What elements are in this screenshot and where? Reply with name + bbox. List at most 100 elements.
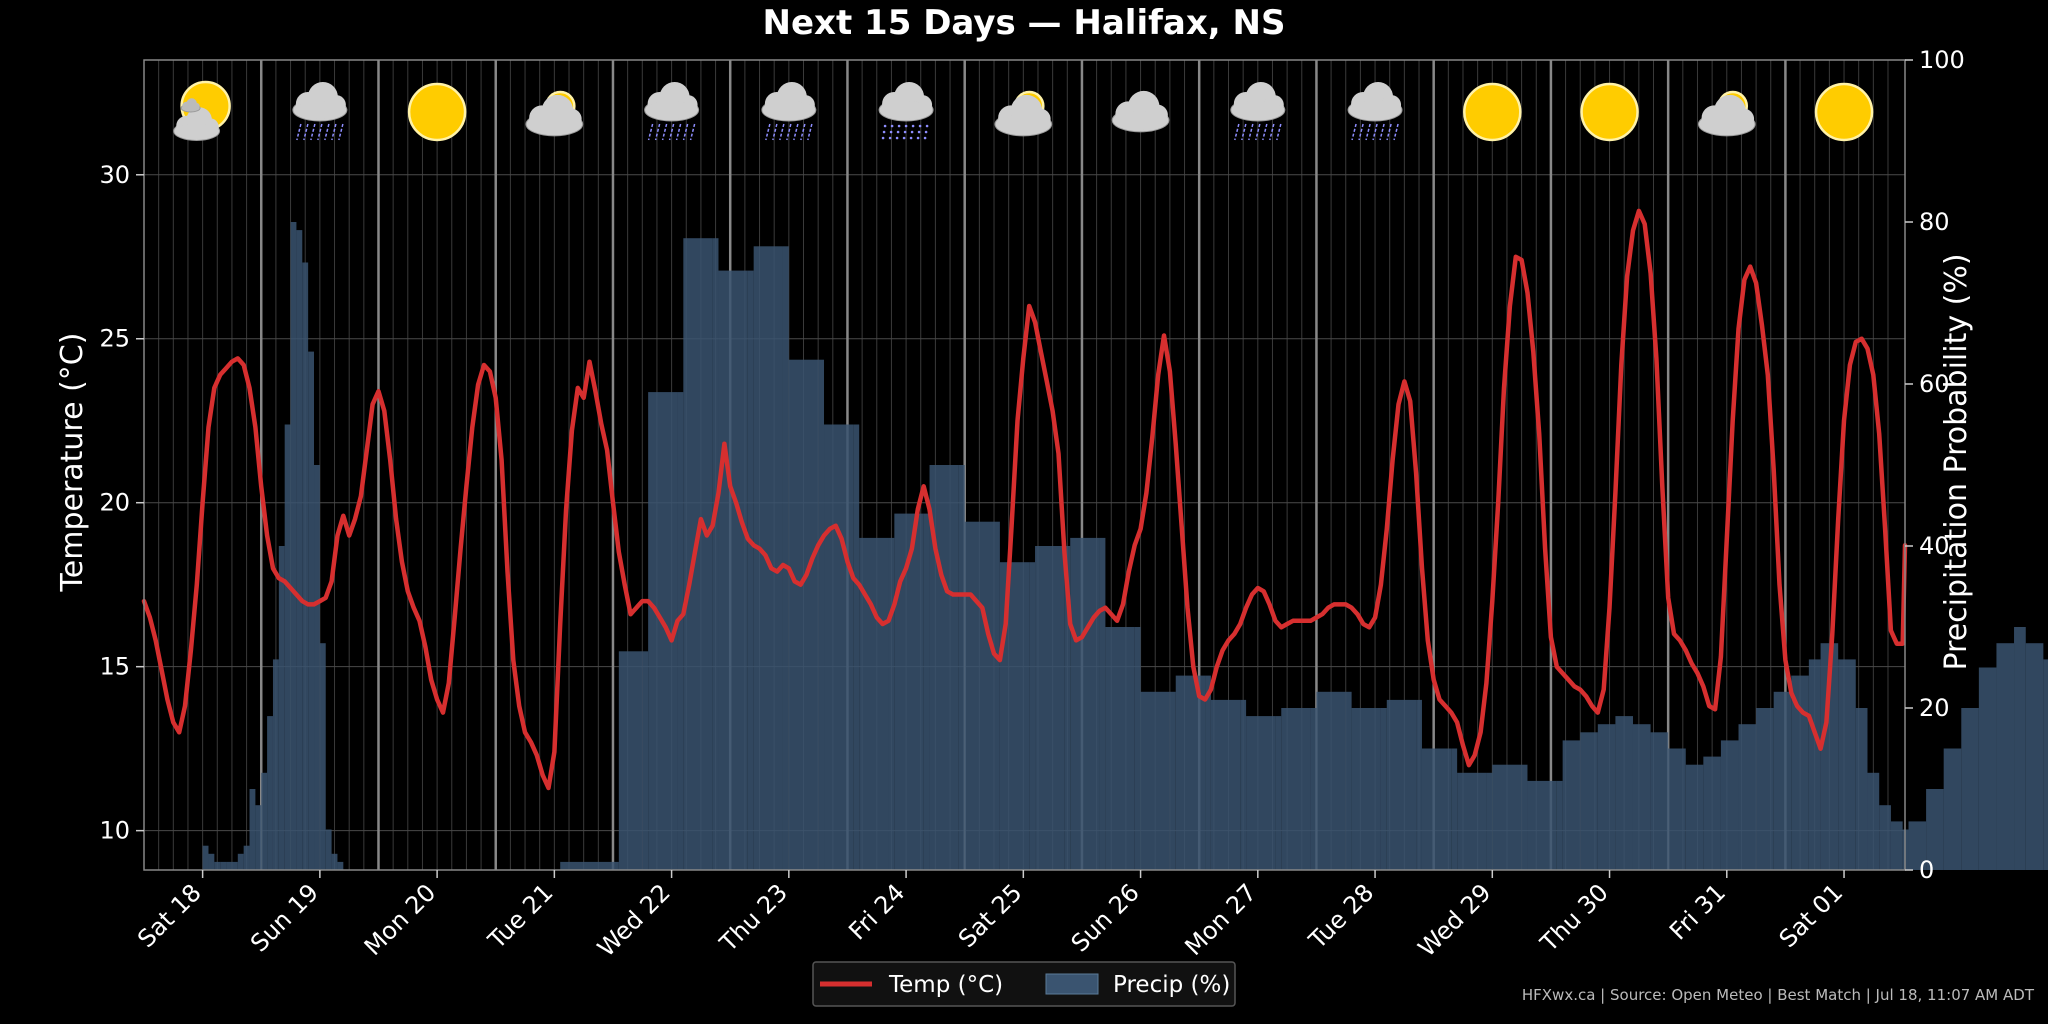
precip-bar [1978, 667, 1997, 870]
mostly-cloudy-icon [994, 90, 1053, 137]
precip-bar [1421, 748, 1452, 870]
precip-bar [1668, 748, 1686, 870]
sun-disc [1463, 82, 1522, 142]
precip-bar [1521, 764, 1528, 870]
sun-disc [407, 82, 467, 142]
sun-icon [1463, 82, 1522, 142]
precip-bar [1650, 732, 1669, 870]
precip-bar [782, 246, 789, 871]
precip-bar [1838, 659, 1856, 870]
precip-bar [1099, 537, 1106, 870]
precip-bar [1345, 691, 1352, 870]
precip-bar [612, 861, 619, 870]
precip-bar [1908, 821, 1927, 870]
precip-bar [1451, 748, 1458, 870]
precip-bar [255, 805, 262, 870]
precip-bar [302, 262, 309, 870]
precip-bar [788, 359, 819, 870]
precip-bar [1879, 805, 1891, 870]
sun-icon [407, 82, 467, 142]
sun-disc [1814, 82, 1874, 142]
precip-bar [337, 861, 344, 870]
precip-bar [1720, 740, 1739, 870]
precip-bar [718, 270, 748, 871]
rain-streaks [1234, 123, 1282, 141]
legend-precip-swatch [1045, 973, 1099, 995]
precip-bar [296, 230, 303, 871]
precip-bar [999, 562, 1030, 870]
cloudy-icon [1111, 90, 1170, 133]
mostly-cloudy-icon [1697, 90, 1756, 137]
precip-bar [964, 521, 995, 870]
rain-streaks [765, 123, 813, 141]
precip-bar [1416, 699, 1422, 870]
precip-bar [1457, 772, 1487, 870]
y-tick-label: 25 [99, 325, 130, 353]
rain-streaks [647, 123, 696, 141]
precip-bar [894, 513, 924, 870]
rain-streaks [296, 123, 344, 141]
precip-bar [284, 424, 291, 870]
y2-axis-label: Precipitation Probability (%) [1939, 253, 1974, 670]
legend-temp-label: Temp (°C) [888, 972, 1003, 998]
chart-title: Next 15 Days — Halifax, NS [763, 3, 1286, 43]
precip-bar [1275, 716, 1282, 870]
precip-bar [1615, 716, 1633, 870]
legend-precip-label: Precip (%) [1113, 972, 1230, 998]
y-tick-label: 20 [99, 489, 130, 517]
precip-bar [1738, 724, 1757, 870]
precip-bar [1029, 562, 1036, 870]
weather-icons [173, 80, 1874, 142]
precip-bar [237, 853, 244, 870]
precip-bar [1205, 675, 1211, 870]
credit-text: HFXwx.ca | Source: Open Meteo | Best Mat… [1522, 986, 2035, 1004]
sun-icon [1814, 82, 1874, 142]
precip-bar [618, 651, 643, 870]
precip-bar [1175, 675, 1206, 870]
precip-bar [853, 424, 860, 870]
precip-bar [1240, 699, 1247, 870]
precip-bar [1386, 699, 1417, 870]
precip-bar [331, 853, 338, 870]
precip-bar [888, 537, 895, 870]
precip-bar [818, 359, 825, 870]
sun-disc [1580, 82, 1639, 142]
precip-bar [261, 772, 268, 870]
precip-bar [1486, 772, 1493, 870]
sun-icon [1580, 82, 1639, 142]
cloud-shape [173, 107, 221, 141]
precip-bar [243, 845, 250, 870]
precip-bar [1351, 708, 1381, 870]
precip-bar [1867, 772, 1880, 870]
precip-bar [1808, 659, 1821, 870]
precip-bar [1281, 708, 1311, 870]
precip-bar [1035, 546, 1065, 870]
rain-icon [1230, 82, 1286, 141]
precip-bar [249, 789, 256, 870]
precip-bar [1492, 764, 1522, 870]
precip-bar [1310, 708, 1317, 870]
precip-bar [1562, 740, 1581, 870]
precip-bar [220, 861, 227, 870]
precip-bar [958, 465, 965, 870]
precip-bar [308, 351, 315, 871]
precip-bars [202, 222, 2048, 871]
cloud-shape [180, 98, 201, 113]
precip-bar [1134, 627, 1141, 870]
rain-icon [644, 82, 700, 141]
precip-bar [214, 861, 221, 870]
precip-bar [1890, 821, 1903, 870]
precip-bar [1246, 716, 1276, 870]
precip-bar [683, 238, 713, 870]
precip-bar [923, 513, 930, 870]
cloud-shape [644, 82, 700, 122]
precip-bar [1703, 756, 1721, 870]
precip-bar [267, 716, 273, 870]
precip-bar [677, 392, 684, 870]
precip-bar [1756, 708, 1774, 870]
precip-bar [290, 222, 297, 870]
precip-bar [824, 424, 854, 870]
precip-bar [642, 651, 649, 870]
precip-bar [1210, 699, 1241, 870]
